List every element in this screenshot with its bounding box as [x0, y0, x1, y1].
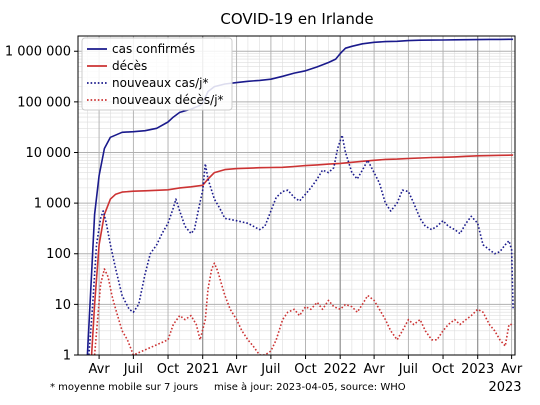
legend-entry: nouveaux cas/j*	[112, 76, 209, 90]
y-tick-label: 10	[54, 298, 71, 313]
x-tick-label: Oct	[157, 362, 179, 377]
x-tick-label: 2021	[186, 362, 219, 377]
chart-title: COVID-19 en Irlande	[220, 10, 373, 28]
legend-box	[81, 37, 233, 111]
y-tick-label: 100	[46, 247, 71, 262]
x-axis-year-label: 2023	[488, 380, 521, 395]
x-tick-label: Avr	[364, 362, 386, 377]
legend-entry: décès	[112, 59, 147, 73]
x-tick-label: Oct	[294, 362, 316, 377]
x-tick-label: Juil	[123, 362, 143, 377]
legend-entry: cas confirmés	[112, 42, 195, 56]
x-tick-label: Juil	[260, 362, 280, 377]
legend: cas confirmés décès nouveaux cas/j* nouveau…	[81, 37, 233, 111]
series-lines	[86, 38, 514, 355]
y-tick-label: 1	[63, 349, 71, 364]
x-tick-label: Avr	[89, 362, 111, 377]
series-line	[93, 262, 514, 355]
y-tick-label: 1 000	[34, 197, 71, 212]
plot-frame	[77, 35, 516, 356]
x-tick-label: Avr	[226, 362, 248, 377]
x-tick-label: Oct	[432, 362, 454, 377]
x-tick-label: 2022	[324, 362, 357, 377]
series-line	[88, 134, 514, 355]
x-tick-label: Juil	[398, 362, 418, 377]
y-tick-label: 100 000	[17, 95, 71, 110]
x-axis: Avr Juil Oct 2021 Avr Juil Oct 2022 Avr Juil Oct 20…	[89, 355, 523, 377]
grid	[78, 35, 515, 356]
series-line	[86, 38, 514, 355]
moving-average-note: * moyenne mobile sur 7 jours	[50, 382, 198, 393]
y-axis: 1 10 100 1 000 10 000 100 000 1 000 000	[5, 45, 78, 364]
x-tick-label: Avr	[501, 362, 523, 377]
y-tick-label: 1 000 000	[5, 45, 71, 60]
x-tick-label: 2023	[461, 362, 494, 377]
source-note: mise à jour: 2023-04-05, source: WHO	[214, 381, 406, 393]
legend-entry: nouveaux décès/j*	[112, 93, 224, 107]
series-line	[90, 154, 514, 355]
y-tick-label: 10 000	[26, 146, 72, 161]
